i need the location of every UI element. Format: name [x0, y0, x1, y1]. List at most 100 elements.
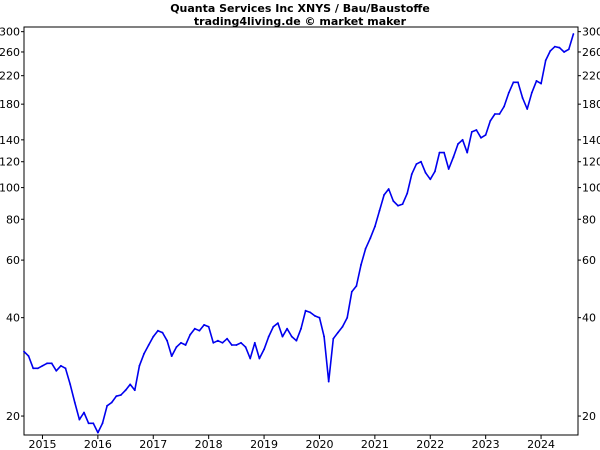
- data-point: [323, 335, 325, 338]
- data-point: [475, 129, 478, 131]
- data-point: [300, 327, 302, 330]
- data-point: [364, 247, 367, 250]
- data-point: [152, 335, 155, 338]
- y-tick-label-left: 140: [0, 134, 20, 147]
- data-point: [281, 335, 284, 338]
- data-point: [318, 316, 321, 319]
- data-point: [69, 383, 72, 386]
- x-tick-label: 2019: [250, 438, 278, 450]
- data-point: [387, 188, 390, 190]
- data-point: [443, 151, 445, 154]
- data-points: [23, 33, 575, 434]
- data-point: [521, 97, 524, 99]
- data-point: [498, 113, 501, 115]
- data-point: [420, 160, 422, 163]
- data-point: [438, 151, 441, 154]
- data-point: [147, 344, 150, 346]
- y-tick-label-left: 300: [0, 26, 20, 39]
- data-point: [406, 192, 409, 195]
- data-point: [470, 131, 473, 133]
- data-point: [484, 134, 487, 136]
- y-tick-label-left: 60: [6, 254, 20, 267]
- data-point: [327, 380, 330, 383]
- data-point: [549, 50, 552, 52]
- data-point: [494, 113, 496, 115]
- data-point: [244, 346, 247, 348]
- y-tick-label-right: 220: [582, 70, 600, 83]
- data-point: [230, 344, 233, 346]
- data-point: [106, 404, 108, 407]
- data-point: [507, 91, 510, 94]
- x-tick-label: 2016: [84, 438, 112, 450]
- y-tick-label-right: 120: [582, 156, 600, 169]
- data-point: [410, 173, 413, 176]
- data-point: [23, 350, 25, 353]
- x-tick-label: 2022: [416, 438, 444, 450]
- data-point: [166, 339, 169, 342]
- data-point: [480, 136, 482, 139]
- y-tick-label-right: 60: [582, 254, 596, 267]
- data-point: [115, 395, 118, 398]
- data-point: [133, 389, 136, 392]
- data-point: [101, 422, 104, 425]
- data-point: [341, 325, 344, 328]
- data-point: [397, 204, 399, 207]
- data-point: [129, 383, 132, 386]
- data-point: [64, 367, 67, 370]
- data-point: [346, 316, 349, 319]
- data-point: [350, 290, 353, 293]
- data-point: [429, 178, 432, 181]
- x-tick-label: 2017: [139, 438, 167, 450]
- data-point: [143, 352, 145, 355]
- data-point: [401, 203, 404, 206]
- data-point: [97, 431, 99, 434]
- data-point: [78, 418, 81, 421]
- data-point: [503, 105, 505, 108]
- data-point: [240, 341, 242, 344]
- data-point: [526, 108, 529, 110]
- data-point: [489, 120, 492, 122]
- data-point: [37, 367, 39, 370]
- data-point: [392, 200, 395, 202]
- data-point: [87, 422, 90, 425]
- data-point: [138, 364, 141, 367]
- data-point: [434, 170, 436, 173]
- data-point: [253, 341, 256, 344]
- data-point: [466, 151, 469, 154]
- data-point: [212, 341, 215, 344]
- y-tick-label-right: 300: [582, 26, 600, 39]
- y-tick-label-left: 100: [0, 182, 20, 195]
- data-point: [512, 81, 515, 84]
- data-point: [563, 51, 565, 53]
- y-tick-label-left: 20: [6, 410, 20, 423]
- data-point: [286, 327, 288, 330]
- chart-title: Quanta Services Inc XNYS / Bau/Baustoffe: [170, 2, 430, 15]
- data-point: [309, 311, 312, 314]
- data-point: [263, 348, 265, 351]
- data-point: [452, 156, 455, 159]
- data-point: [461, 138, 464, 141]
- data-point: [55, 369, 58, 372]
- data-point: [295, 339, 298, 342]
- x-tick-label: 2024: [527, 438, 555, 450]
- data-point: [217, 339, 219, 342]
- data-point: [170, 355, 173, 357]
- data-point: [207, 325, 210, 328]
- data-point: [249, 357, 252, 360]
- y-tick-label-right: 140: [582, 134, 600, 147]
- data-point: [41, 364, 44, 367]
- data-point: [175, 346, 178, 348]
- data-point: [120, 394, 122, 396]
- data-point: [83, 411, 85, 414]
- data-point: [332, 337, 335, 340]
- data-point: [272, 325, 275, 328]
- data-point: [415, 163, 418, 166]
- data-point: [424, 171, 427, 174]
- x-tick-label: 2021: [361, 438, 389, 450]
- y-tick-label-left: 80: [6, 213, 20, 226]
- plot-frame: [23, 26, 579, 436]
- data-point: [203, 324, 206, 326]
- data-point: [184, 344, 187, 346]
